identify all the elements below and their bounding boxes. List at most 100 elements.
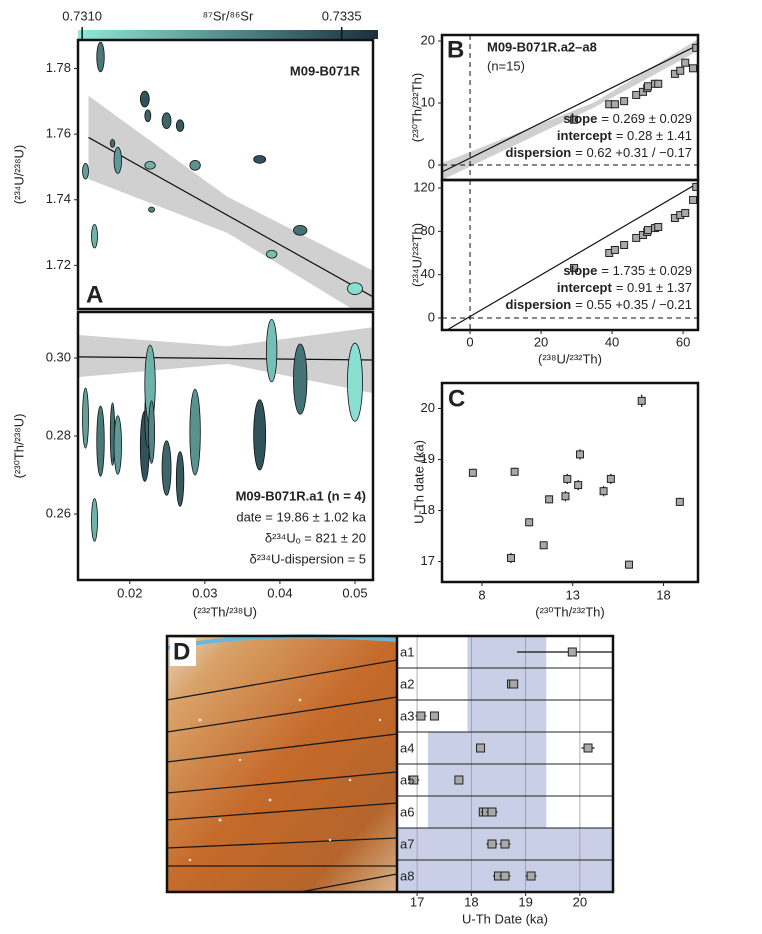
x-axis-label: U-Th Date (ka) [462, 911, 548, 926]
plot-area [468, 394, 684, 569]
data-point [675, 497, 684, 506]
data-point [632, 233, 641, 242]
plot-area [442, 180, 698, 330]
annotation: M09-B071R.a1 (n = 4) [236, 488, 366, 503]
y-axis-label: (²³⁴U/²³⁸U) [11, 145, 26, 204]
data-point [545, 495, 554, 504]
y-tick-label: 120 [413, 179, 435, 194]
data-point [574, 481, 583, 490]
y-tick-label: 0.28 [46, 427, 71, 442]
data-point [625, 560, 634, 569]
y-tick-label: 19 [421, 451, 435, 466]
fit-statistic: dispersion = 0.62 +0.31 / −0.17 [506, 145, 693, 160]
data-point [429, 711, 439, 721]
panel-label: A [86, 281, 103, 308]
data-ellipse [148, 400, 155, 464]
y-tick-label: 17 [421, 553, 435, 568]
fit-line [78, 356, 373, 361]
confidence-band [88, 95, 373, 309]
plot-area [78, 319, 373, 542]
data-ellipse [189, 159, 201, 171]
y-axis-label: (²³⁴U/²³²Th) [409, 223, 424, 287]
data-ellipse [347, 342, 363, 422]
stat-label: intercept [557, 280, 613, 295]
data-point [620, 97, 629, 106]
chart-title: M09-B071R [290, 63, 361, 78]
data-point [570, 115, 579, 124]
x-axis-label: (²³⁰Th/²³²Th) [535, 604, 604, 619]
data-ellipse [347, 282, 363, 295]
x-tick-label: 17 [410, 894, 424, 909]
data-ellipse [253, 399, 267, 471]
data-ellipse [175, 451, 185, 507]
data-ellipse [293, 224, 308, 236]
plot-area [82, 41, 373, 309]
stat-value: = 0.62 +0.31 / −0.17 [575, 145, 692, 160]
data-point [509, 679, 519, 689]
data-point [643, 226, 652, 235]
data-point [632, 90, 641, 99]
y-tick-label: 1.78 [46, 60, 71, 75]
data-point [468, 468, 477, 477]
frame [76, 38, 375, 311]
stat-value: = 0.28 ± 1.41 [616, 128, 692, 143]
label-box [443, 36, 469, 64]
data-ellipse [139, 90, 150, 108]
x-tick-label: 20 [534, 334, 548, 349]
data-ellipse [266, 249, 278, 259]
y-tick-label: 80 [421, 223, 435, 238]
data-point [500, 871, 510, 881]
y-tick-label: 1.76 [46, 126, 71, 141]
data-point [654, 223, 663, 232]
data-point [570, 263, 579, 272]
data-point [539, 541, 548, 550]
x-tick-label: 19 [518, 894, 532, 909]
data-point [416, 711, 426, 721]
stat-label: dispersion [506, 297, 572, 312]
annotation: δ²³⁴Uₒ = 821 ± 20 [265, 530, 366, 545]
data-point [525, 518, 534, 527]
data-point [526, 871, 536, 881]
fit-statistic: slope = 1.735 ± 0.029 [563, 263, 692, 278]
y-tick-label: 0 [428, 309, 435, 324]
y-tick-label: 40 [421, 266, 435, 281]
data-ellipse [96, 405, 105, 477]
x-tick-label: 13 [565, 587, 579, 602]
frame [440, 178, 700, 332]
x-tick-label: 18 [464, 894, 478, 909]
data-ellipse [91, 223, 98, 249]
row-label: a8 [400, 868, 414, 883]
data-ellipse [96, 41, 105, 73]
x-tick-label: 0 [466, 334, 473, 349]
data-point [487, 807, 497, 817]
data-ellipse [253, 155, 267, 164]
stat-label: intercept [557, 128, 613, 143]
plot-area [442, 35, 698, 180]
data-point [692, 43, 698, 52]
fit-line [446, 182, 698, 330]
data-point [620, 240, 629, 249]
colorbar-tick-label: 0.7310 [62, 8, 102, 23]
stat-label: slope [563, 111, 597, 126]
x-tick-label: 18 [656, 587, 670, 602]
colorbar-title: ⁸⁷Sr/⁸⁶Sr [203, 8, 254, 23]
x-tick-label: 8 [478, 587, 485, 602]
data-ellipse [175, 119, 185, 132]
data-point [654, 79, 663, 88]
data-ellipse [109, 138, 116, 148]
x-tick-label: 40 [605, 334, 619, 349]
data-point [510, 467, 519, 476]
stat-value: = 0.269 ± 0.029 [601, 111, 692, 126]
frame [165, 634, 615, 894]
data-point [487, 839, 497, 849]
data-ellipse [113, 146, 122, 174]
label-box [170, 638, 196, 666]
data-point [575, 450, 584, 459]
data-point [500, 839, 510, 849]
colorbar [78, 30, 378, 39]
stat-label: slope [563, 263, 597, 278]
data-point [643, 82, 652, 91]
stat-value: = 0.91 ± 1.37 [616, 280, 692, 295]
panel-label: C [448, 385, 465, 412]
stat-label: dispersion [506, 145, 572, 160]
